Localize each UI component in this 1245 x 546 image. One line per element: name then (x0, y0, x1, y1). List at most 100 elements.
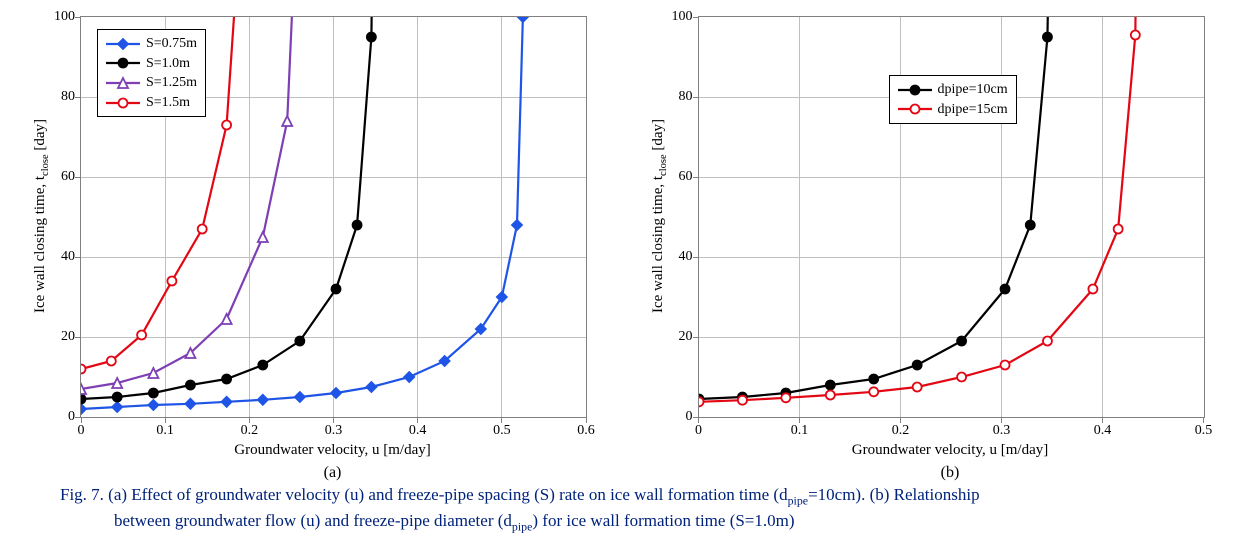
series-marker (222, 121, 231, 130)
panel-label-b: (b) (941, 464, 960, 482)
series-marker (222, 375, 231, 384)
x-tick-label: 0.5 (493, 423, 511, 439)
series-marker (76, 404, 86, 414)
series-marker (148, 368, 158, 378)
figure-caption: Fig. 7. (a) Effect of groundwater veloci… (60, 483, 1205, 536)
y-tick-label: 80 (679, 89, 693, 105)
series-marker (295, 337, 304, 346)
series-marker (1025, 221, 1034, 230)
x-axis-title-b: Groundwater velocity, u [m/day] (852, 442, 1048, 459)
series-marker (282, 116, 292, 126)
y-tick-label: 40 (61, 249, 75, 265)
series-marker (366, 382, 376, 392)
series-marker (137, 331, 146, 340)
series-marker (404, 372, 414, 382)
y-tick-label: 80 (61, 89, 75, 105)
legend: dpipe=10cmdpipe=15cm (889, 75, 1017, 124)
series-marker (185, 399, 195, 409)
y-tick-label: 60 (61, 169, 75, 185)
legend-label: S=1.0m (146, 54, 190, 74)
series-marker (149, 389, 158, 398)
series-marker (512, 220, 522, 230)
series-marker (367, 33, 376, 42)
series-marker (825, 391, 834, 400)
series-marker (1042, 337, 1051, 346)
x-tick-label: 0.2 (892, 423, 910, 439)
legend-item: S=0.75m (106, 34, 197, 54)
y-tick-label: 20 (61, 329, 75, 345)
legend-label: S=1.25m (146, 73, 197, 93)
series-marker (781, 393, 790, 402)
y-axis-title-a: Ice wall closing time, tclose [day] (32, 119, 51, 313)
series-marker (167, 277, 176, 286)
chart-panel-a: 00.10.20.30.40.50.6020406080100S=0.75mS=… (10, 6, 618, 476)
y-axis-title-b: Ice wall closing time, tclose [day] (650, 119, 669, 313)
y-tick-label: 0 (68, 409, 75, 425)
legend-label: dpipe=15cm (938, 100, 1008, 120)
caption-line-2: between groundwater flow (u) and freeze-… (60, 509, 1205, 536)
series-marker (957, 373, 966, 382)
legend-label: S=1.5m (146, 93, 190, 113)
series-marker (258, 232, 268, 242)
y-tick-label: 0 (686, 409, 693, 425)
y-tick-label: 100 (672, 9, 693, 25)
series-marker (869, 375, 878, 384)
series-marker (295, 392, 305, 402)
series-marker (112, 402, 122, 412)
series-line (699, 0, 1140, 402)
series-marker (76, 384, 86, 394)
series-marker (1000, 361, 1009, 370)
x-tick-label: 0.4 (1094, 423, 1112, 439)
legend-item: dpipe=15cm (898, 100, 1008, 120)
series-marker (331, 388, 341, 398)
y-tick-label: 100 (54, 9, 75, 25)
legend-item: dpipe=10cm (898, 80, 1008, 100)
x-tick-label: 0.3 (993, 423, 1011, 439)
series-marker (222, 397, 232, 407)
series-marker (957, 337, 966, 346)
series-marker (258, 361, 267, 370)
legend-label: dpipe=10cm (938, 80, 1008, 100)
y-tick-label: 40 (679, 249, 693, 265)
series-marker (694, 397, 703, 406)
plot-area-a: 00.10.20.30.40.50.6020406080100S=0.75mS=… (80, 16, 587, 418)
legend-item: S=1.5m (106, 93, 197, 113)
series-marker (186, 381, 195, 390)
chart-panel-b: 00.10.20.30.40.5020406080100dpipe=10cmdp… (628, 6, 1236, 476)
series-marker (825, 381, 834, 390)
legend-label: S=0.75m (146, 34, 197, 54)
series-marker (353, 221, 362, 230)
series-marker (77, 365, 86, 374)
legend: S=0.75mS=1.0mS=1.25mS=1.5m (97, 29, 206, 117)
series-marker (1113, 225, 1122, 234)
y-tick-label: 20 (679, 329, 693, 345)
x-tick-label: 0.1 (156, 423, 174, 439)
y-tick-label: 60 (679, 169, 693, 185)
series-marker (912, 383, 921, 392)
x-tick-label: 0.4 (409, 423, 427, 439)
x-tick-label: 0.6 (577, 423, 595, 439)
series-marker (107, 357, 116, 366)
series-line (699, 0, 1055, 399)
series-marker (222, 314, 232, 324)
series-marker (1130, 31, 1139, 40)
series-marker (1000, 285, 1009, 294)
legend-item: S=1.0m (106, 54, 197, 74)
series-marker (148, 400, 158, 410)
series-marker (77, 395, 86, 404)
series-marker (1042, 33, 1051, 42)
series-marker (737, 396, 746, 405)
x-tick-label: 0.1 (791, 423, 809, 439)
x-tick-label: 0.3 (325, 423, 343, 439)
x-tick-label: 0 (695, 423, 702, 439)
panel-label-a: (a) (324, 464, 342, 482)
series-marker (869, 387, 878, 396)
x-tick-label: 0.2 (241, 423, 259, 439)
series-marker (912, 361, 921, 370)
plot-area-b: 00.10.20.30.40.5020406080100dpipe=10cmdp… (698, 16, 1205, 418)
series-marker (258, 395, 268, 405)
series-marker (518, 12, 528, 22)
x-tick-label: 0 (78, 423, 85, 439)
series-marker (1088, 285, 1097, 294)
series-marker (198, 225, 207, 234)
